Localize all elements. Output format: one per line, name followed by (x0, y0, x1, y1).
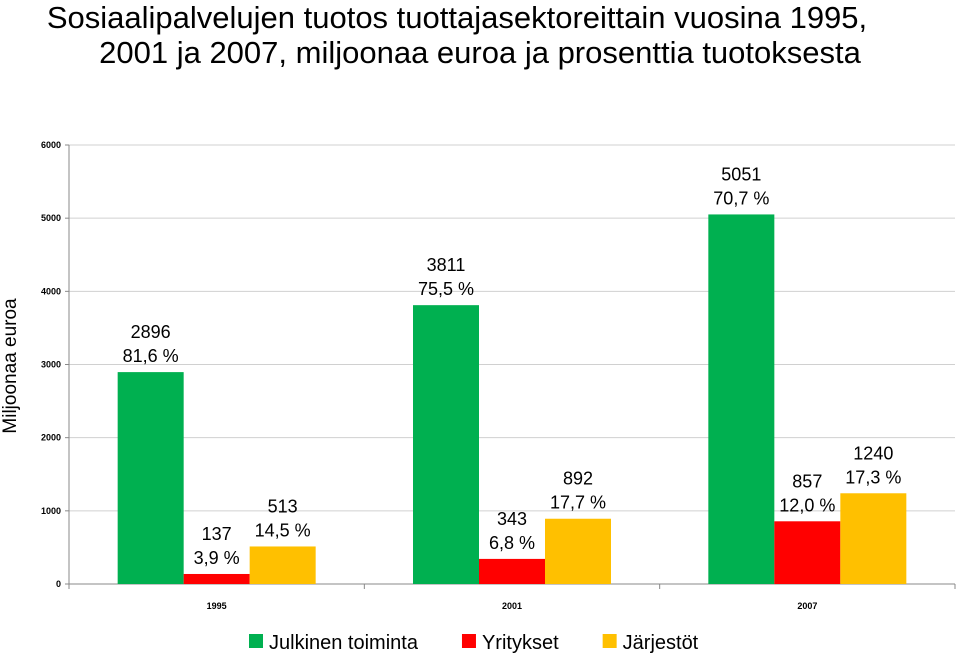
data-label-value-2001-2: 892 (563, 469, 593, 489)
chart-title: Sosiaalipalvelujen tuotos tuottajasektor… (0, 0, 960, 70)
bar-2007-yritykset (774, 521, 841, 584)
data-label-percent-1995-2: 14,5 % (255, 520, 311, 540)
data-label-percent-2001-1: 6,8 % (489, 533, 535, 553)
legend-label-0: Julkinen toiminta (269, 632, 419, 654)
data-label-percent-2007-0: 70,7 % (713, 188, 769, 208)
bar-2007-jarjestot (840, 493, 907, 584)
legend-label-1: Yritykset (482, 632, 559, 654)
y-tick-label-6000: 6000 (41, 140, 61, 150)
data-label-value-2001-0: 3811 (427, 255, 466, 275)
x-tick-label-1995: 1995 (207, 601, 227, 611)
data-label-value-1995-2: 513 (268, 496, 298, 516)
data-label-value-1995-0: 2896 (131, 322, 171, 342)
data-label-value-2001-1: 343 (497, 509, 527, 529)
y-axis-label: Miljoonaa euroa (0, 298, 21, 434)
y-tick-label-3000: 3000 (41, 360, 61, 370)
legend-label-2: Järjestöt (623, 632, 699, 654)
data-label-percent-2001-0: 75,5 % (418, 279, 474, 299)
bar-1995-julkinen (117, 372, 184, 584)
x-tick-label-2007: 2007 (797, 601, 817, 611)
chart-title-line-2: 2001 ja 2007, miljoonaa euroa ja prosent… (99, 35, 861, 70)
y-tick-label-5000: 5000 (41, 213, 61, 223)
legend-swatch-0 (249, 634, 263, 648)
bar-1995-jarjestot (249, 546, 316, 584)
data-label-value-2007-2: 1240 (853, 443, 893, 463)
legend-swatch-2 (602, 634, 617, 648)
bar-2001-julkinen (413, 305, 479, 584)
y-tick-label-4000: 4000 (41, 286, 61, 296)
data-label-value-2007-0: 5051 (721, 164, 761, 184)
y-tick-label-1000: 1000 (41, 506, 61, 516)
chart-title-line-1: Sosiaalipalvelujen tuotos tuottajasektor… (46, 0, 868, 35)
data-label-percent-2007-1: 12,0 % (779, 495, 835, 515)
data-label-value-1995-1: 137 (202, 524, 232, 544)
data-label-percent-2001-2: 17,7 % (550, 493, 606, 513)
bar-1995-yritykset (183, 573, 250, 584)
bar-2001-jarjestot (545, 518, 611, 584)
x-tick-label-2001: 2001 (502, 601, 522, 611)
data-label-percent-2007-2: 17,3 % (845, 467, 901, 487)
bar-2001-yritykset (479, 558, 545, 584)
data-label-percent-1995-0: 81,6 % (123, 346, 179, 366)
data-label-percent-1995-1: 3,9 % (194, 548, 240, 568)
y-tick-label-2000: 2000 (41, 433, 61, 443)
data-label-value-2007-1: 857 (792, 471, 822, 491)
y-tick-label-0: 0 (56, 579, 61, 589)
bar-2007-julkinen (708, 214, 775, 584)
legend-swatch-1 (461, 634, 476, 648)
